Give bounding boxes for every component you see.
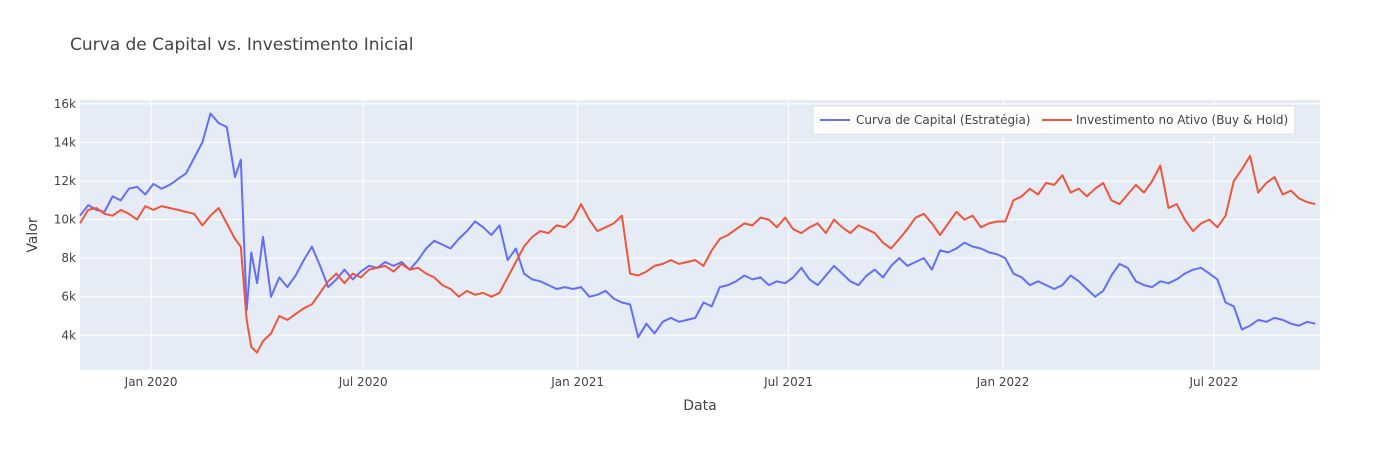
x-tick-label: Jan 2021 [550, 375, 604, 389]
x-axis-title: Data [683, 398, 716, 414]
strategy-series-line[interactable] [79, 112, 1316, 339]
y-tick-label: 16k [54, 97, 76, 111]
legend: Curva de Capital (Estratégia) Investimen… [812, 105, 1296, 135]
x-tick-label: Jul 2020 [338, 375, 388, 389]
x-tick-label: Jan 2022 [976, 375, 1030, 389]
y-axis-ticks: 4k 6k 8k 10k 12k 14k 16k [54, 97, 76, 342]
y-axis-title: Valor [25, 217, 41, 253]
x-tick-label: Jul 2022 [1189, 375, 1239, 389]
x-tick-label: Jan 2020 [124, 375, 178, 389]
y-tick-label: 4k [61, 328, 76, 342]
y-tick-label: 12k [54, 174, 76, 188]
y-tick-label: 6k [61, 290, 76, 304]
chart-title: Curva de Capital vs. Investimento Inicia… [70, 35, 413, 55]
y-tick-label: 10k [54, 213, 76, 227]
buyhold-series-line[interactable] [79, 154, 1316, 354]
plot-area [80, 100, 1320, 370]
x-tick-label: Jul 2021 [763, 375, 813, 389]
legend-label-strategy[interactable]: Curva de Capital (Estratégia) [856, 113, 1030, 127]
x-axis-ticks: Jan 2020 Jul 2020 Jan 2021 Jul 2021 Jan 2022… [124, 375, 1239, 389]
series-lines [79, 112, 1316, 354]
y-tick-label: 14k [54, 135, 76, 149]
grid-lines [80, 100, 1320, 370]
y-tick-label: 8k [61, 251, 76, 265]
legend-label-buyhold[interactable]: Investimento no Ativo (Buy & Hold) [1076, 113, 1288, 127]
